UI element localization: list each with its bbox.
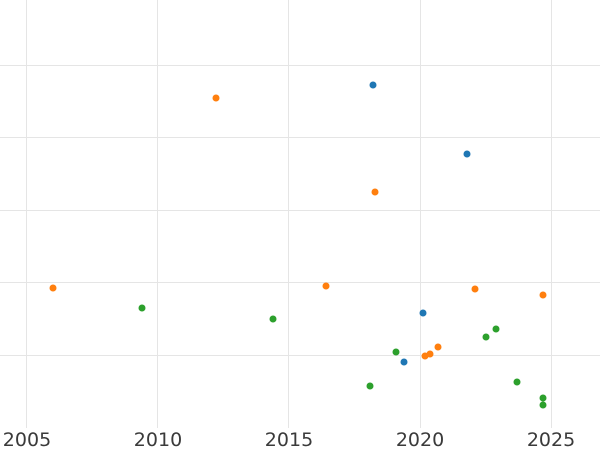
x-axis-tick-label: 2005 — [2, 429, 52, 450]
data-point-series-green — [269, 315, 277, 323]
x-axis-tick-label: 2020 — [395, 429, 445, 450]
data-point-series-green — [539, 394, 547, 402]
data-point-series-blue — [369, 81, 377, 89]
data-point-series-orange — [371, 188, 379, 196]
data-point-series-blue — [463, 150, 471, 158]
gridline-vertical — [550, 0, 552, 428]
gridline-vertical — [157, 0, 159, 428]
x-axis-tick-label: 2010 — [133, 429, 183, 450]
data-point-series-green — [492, 325, 500, 333]
data-point-series-green — [482, 333, 489, 341]
data-point-series-orange — [49, 284, 57, 292]
data-point-series-orange — [421, 352, 429, 360]
data-point-series-blue — [419, 309, 427, 317]
data-point-series-orange — [322, 282, 330, 290]
data-point-series-green — [513, 378, 521, 386]
data-point-series-orange — [471, 285, 479, 293]
data-point-series-orange — [434, 343, 442, 351]
data-point-series-orange — [539, 291, 547, 299]
gridline-vertical — [26, 0, 28, 428]
gridline-horizontal — [0, 354, 600, 356]
data-point-series-green — [366, 382, 374, 390]
x-axis-tick-label: 2015 — [264, 429, 314, 450]
gridline-horizontal — [0, 64, 600, 66]
data-point-series-orange — [212, 94, 220, 102]
gridline-vertical — [419, 0, 421, 428]
x-axis-tick-label: 2025 — [526, 429, 576, 450]
gridline-horizontal — [0, 209, 600, 211]
data-point-series-green — [138, 304, 146, 312]
gridline-horizontal — [0, 137, 600, 139]
data-point-series-blue — [400, 358, 408, 366]
data-point-series-green — [392, 348, 400, 356]
data-point-series-green — [539, 401, 547, 409]
data-point-series-orange — [426, 350, 434, 358]
gridline-horizontal — [0, 282, 600, 284]
gridline-vertical — [288, 0, 290, 428]
